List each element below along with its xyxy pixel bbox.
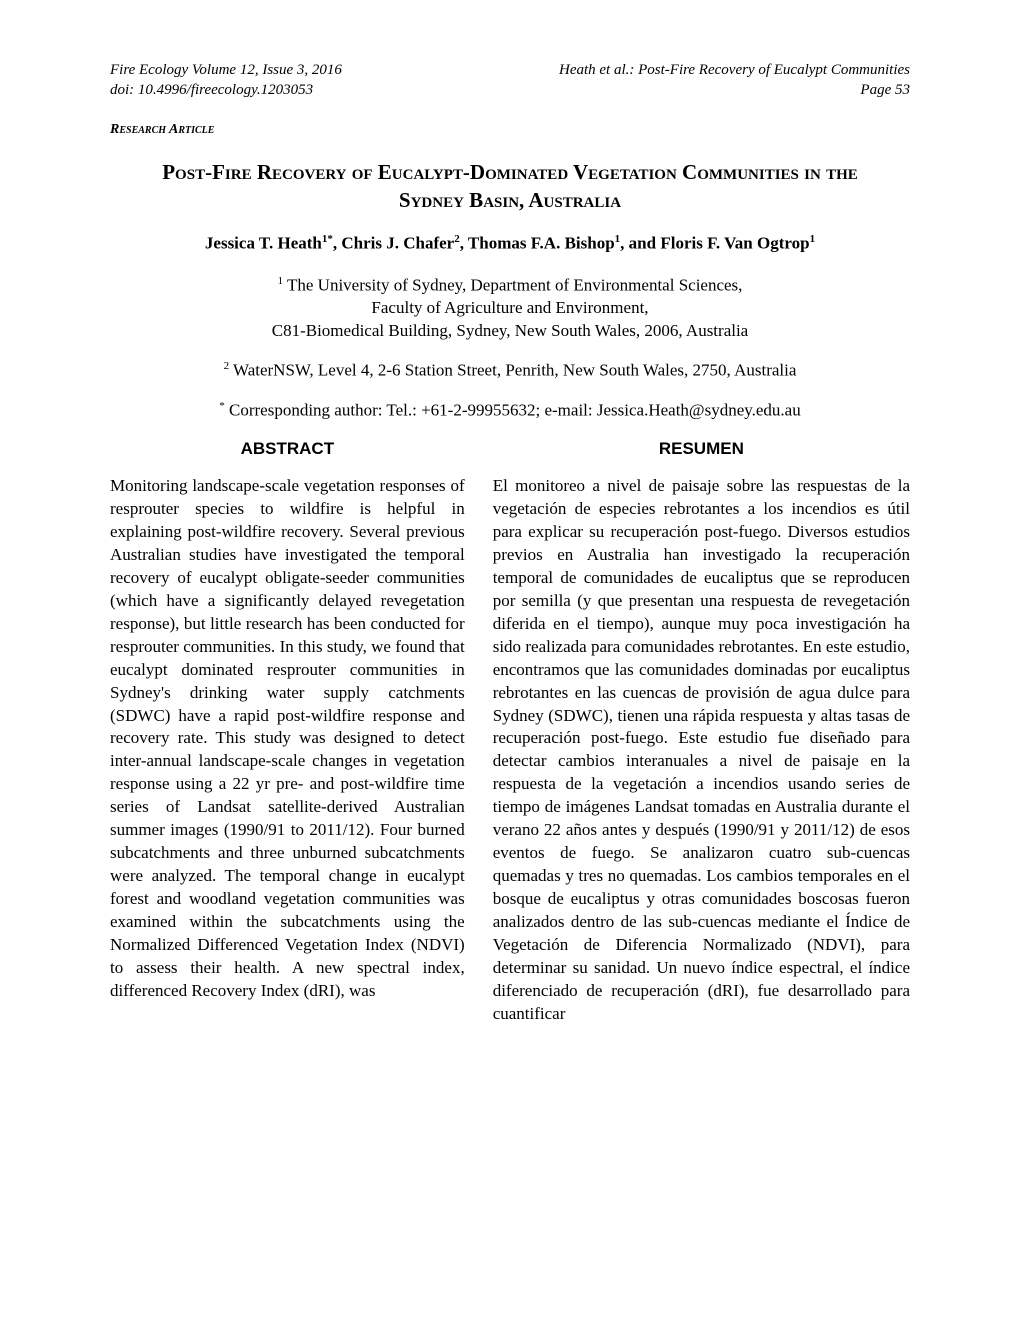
running-header: Fire Ecology Volume 12, Issue 3, 2016 do… <box>110 60 910 101</box>
abstract-column: ABSTRACT Monitoring landscape-scale vege… <box>110 438 465 1025</box>
doi: doi: 10.4996/fireecology.1203053 <box>110 80 342 100</box>
header-left: Fire Ecology Volume 12, Issue 3, 2016 do… <box>110 60 342 101</box>
article-title: Post-Fire Recovery of Eucalypt-Dominated… <box>140 159 880 214</box>
resumen-heading: RESUMEN <box>493 438 910 461</box>
authors-list: Jessica T. Heath1*, Chris J. Chafer2, Th… <box>110 232 910 256</box>
article-type: Research Article <box>110 121 910 140</box>
affiliation-1: 1 The University of Sydney, Department o… <box>110 274 910 343</box>
affiliation-2: 2 WaterNSW, Level 4, 2-6 Station Street,… <box>110 359 910 383</box>
resumen-text: El monitoreo a nivel de paisaje sobre la… <box>493 475 910 1026</box>
two-column-body: ABSTRACT Monitoring landscape-scale vege… <box>110 438 910 1025</box>
journal-citation: Fire Ecology Volume 12, Issue 3, 2016 <box>110 60 342 80</box>
abstract-text: Monitoring landscape-scale vegetation re… <box>110 475 465 1003</box>
running-head: Heath et al.: Post-Fire Recovery of Euca… <box>559 60 910 80</box>
abstract-heading: ABSTRACT <box>110 438 465 461</box>
page-number: Page 53 <box>559 80 910 100</box>
header-right: Heath et al.: Post-Fire Recovery of Euca… <box>559 60 910 101</box>
resumen-column: RESUMEN El monitoreo a nivel de paisaje … <box>493 438 910 1025</box>
corresponding-author: * Corresponding author: Tel.: +61-2-9995… <box>110 399 910 423</box>
